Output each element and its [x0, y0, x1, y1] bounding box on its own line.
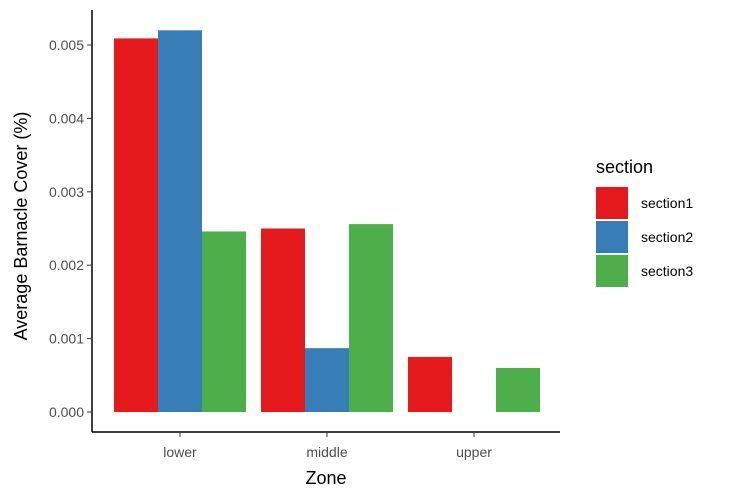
legend-swatch-section2: [596, 221, 628, 253]
y-tick-label: 0.005: [49, 37, 84, 53]
y-tick-label: 0.002: [49, 257, 84, 273]
bars-group: [114, 30, 540, 412]
legend-label-section1: section1: [641, 195, 693, 211]
legend-swatch-section3: [596, 255, 628, 287]
x-tick-label-upper: upper: [456, 444, 492, 460]
bar-lower-section2: [158, 30, 202, 412]
legend-title: section: [596, 157, 653, 177]
bar-upper-section1: [408, 356, 452, 412]
bar-middle-section1: [261, 228, 305, 412]
bar-lower-section1: [114, 38, 158, 412]
y-tick-label: 0.003: [49, 184, 84, 200]
bar-upper-section3: [496, 367, 540, 412]
y-axis-title: Average Barnacle Cover (%): [11, 112, 31, 341]
x-axis-title: Zone: [305, 468, 346, 488]
legend-swatch-section1: [596, 187, 628, 219]
y-axis-ticks: 0.000 0.001 0.002 0.003 0.004 0.005: [49, 37, 92, 420]
bar-middle-section2: [305, 348, 349, 412]
x-tick-label-lower: lower: [163, 444, 197, 460]
legend-label-section2: section2: [641, 229, 693, 245]
bar-middle-section3: [349, 224, 393, 412]
bar-lower-section3: [202, 231, 246, 412]
y-tick-label: 0.000: [49, 404, 84, 420]
y-tick-label: 0.001: [49, 331, 84, 347]
x-tick-label-middle: middle: [306, 444, 347, 460]
x-axis-ticks: lower middle upper: [163, 432, 492, 460]
legend: section section1 section2 section3: [596, 157, 693, 287]
legend-label-section3: section3: [641, 263, 693, 279]
y-tick-label: 0.004: [49, 110, 84, 126]
